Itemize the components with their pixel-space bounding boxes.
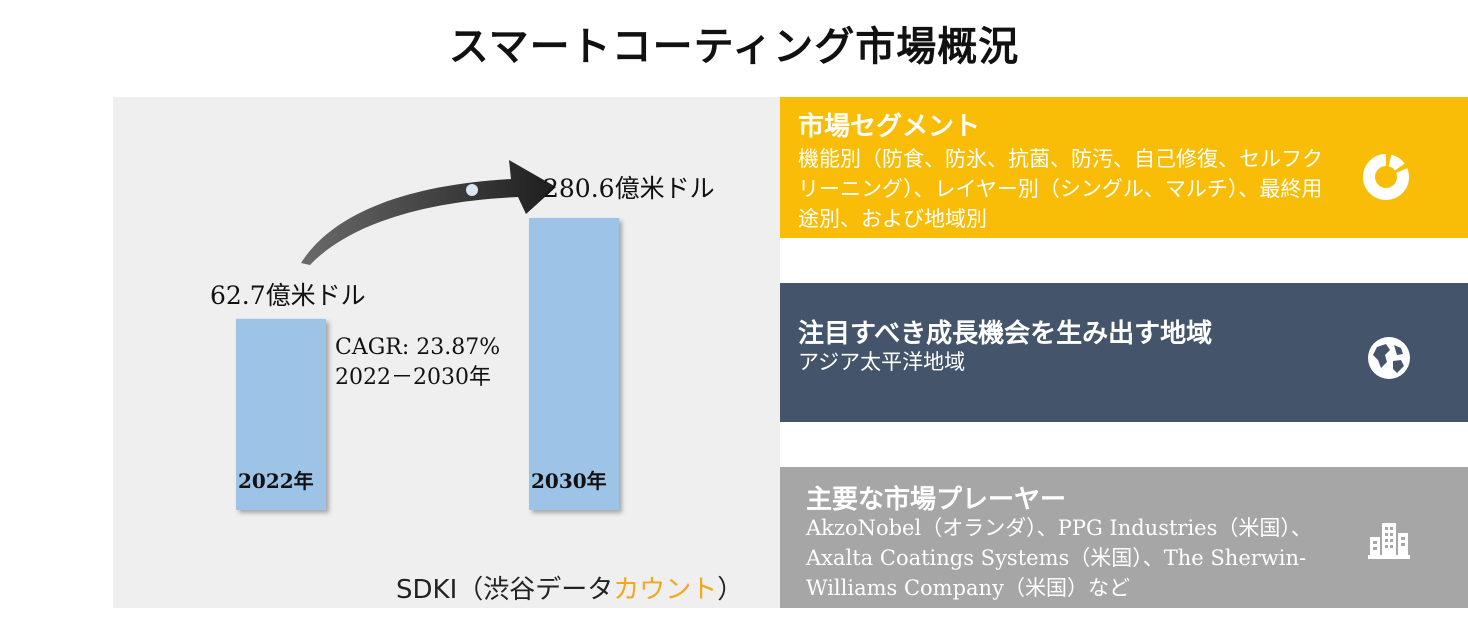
bar-category-2030: 2030年	[531, 469, 607, 493]
card-body: AkzoNobel（オランダ）、PPG Industries（米国）、Axalt…	[806, 516, 1312, 600]
growth-region-card: 注目すべき成長機会を生み出す地域 アジア太平洋地域	[780, 283, 1468, 422]
bar-value-label-2030: 280.6億米ドル	[543, 174, 715, 203]
bar-chart	[236, 160, 619, 510]
market-segment-card: 市場セグメント 機能別（防食、防氷、抗菌、防汚、自己修復、セルフクリーニング）、…	[780, 97, 1468, 238]
card-body: 機能別（防食、防氷、抗菌、防汚、自己修復、セルフクリーニング）、レイヤー別（シン…	[798, 147, 1323, 231]
bar-value-label-2022: 62.7億米ドル	[210, 280, 366, 310]
card-heading: 主要な市場プレーヤー	[806, 485, 1067, 515]
key-players-card: 主要な市場プレーヤー AkzoNobel（オランダ）、PPG Industrie…	[780, 467, 1468, 608]
brand-credit: SDKI（渋谷データカウント）	[396, 569, 743, 606]
cagr-label: CAGR: 23.87%	[335, 335, 501, 360]
brand-close: ）	[717, 575, 744, 605]
card-body: アジア太平洋地域	[798, 350, 966, 374]
globe-icon	[1366, 335, 1412, 385]
card-heading: 注目すべき成長機会を生み出す地域	[798, 319, 1213, 349]
donut-chart-icon	[1360, 151, 1412, 207]
chart-panel: 62.7億米ドル 280.6億米ドル CAGR: 23.87% 2022－203…	[113, 97, 780, 608]
arrow-dot	[466, 184, 478, 196]
brand-main: SDKI（渋谷データ	[396, 575, 614, 605]
card-heading: 市場セグメント	[798, 112, 981, 142]
bar-2030	[529, 218, 619, 510]
buildings-icon	[1366, 521, 1412, 565]
brand-accent: カウント	[613, 575, 718, 605]
bar-2022	[236, 318, 326, 510]
cagr-annotation: CAGR: 23.87% 2022－2030年	[335, 333, 500, 393]
bar-category-2022: 2022年	[238, 469, 314, 493]
growth-arrow	[301, 160, 556, 265]
cagr-period: 2022－2030年	[335, 365, 491, 390]
page-title: スマートコーティング市場概況	[448, 23, 1020, 70]
